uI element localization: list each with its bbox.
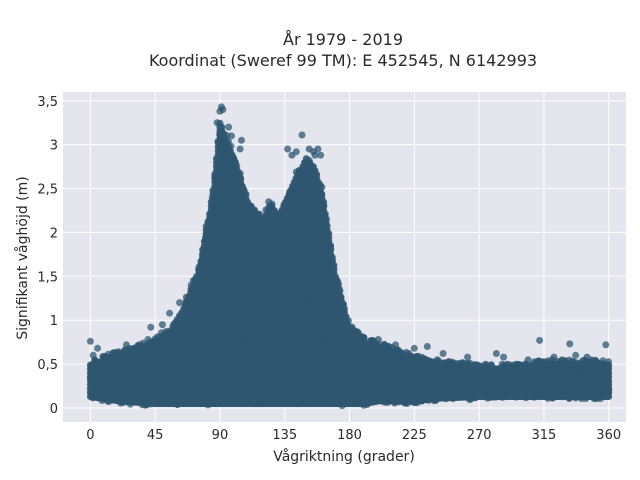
chart-title-line1: År 1979 - 2019	[283, 30, 403, 49]
envelope-points	[86, 119, 613, 410]
data-point	[531, 358, 538, 366]
data-point	[380, 340, 388, 348]
chart-title-line2: Koordinat (Sweref 99 TM): E 452545, N 61…	[149, 51, 537, 70]
